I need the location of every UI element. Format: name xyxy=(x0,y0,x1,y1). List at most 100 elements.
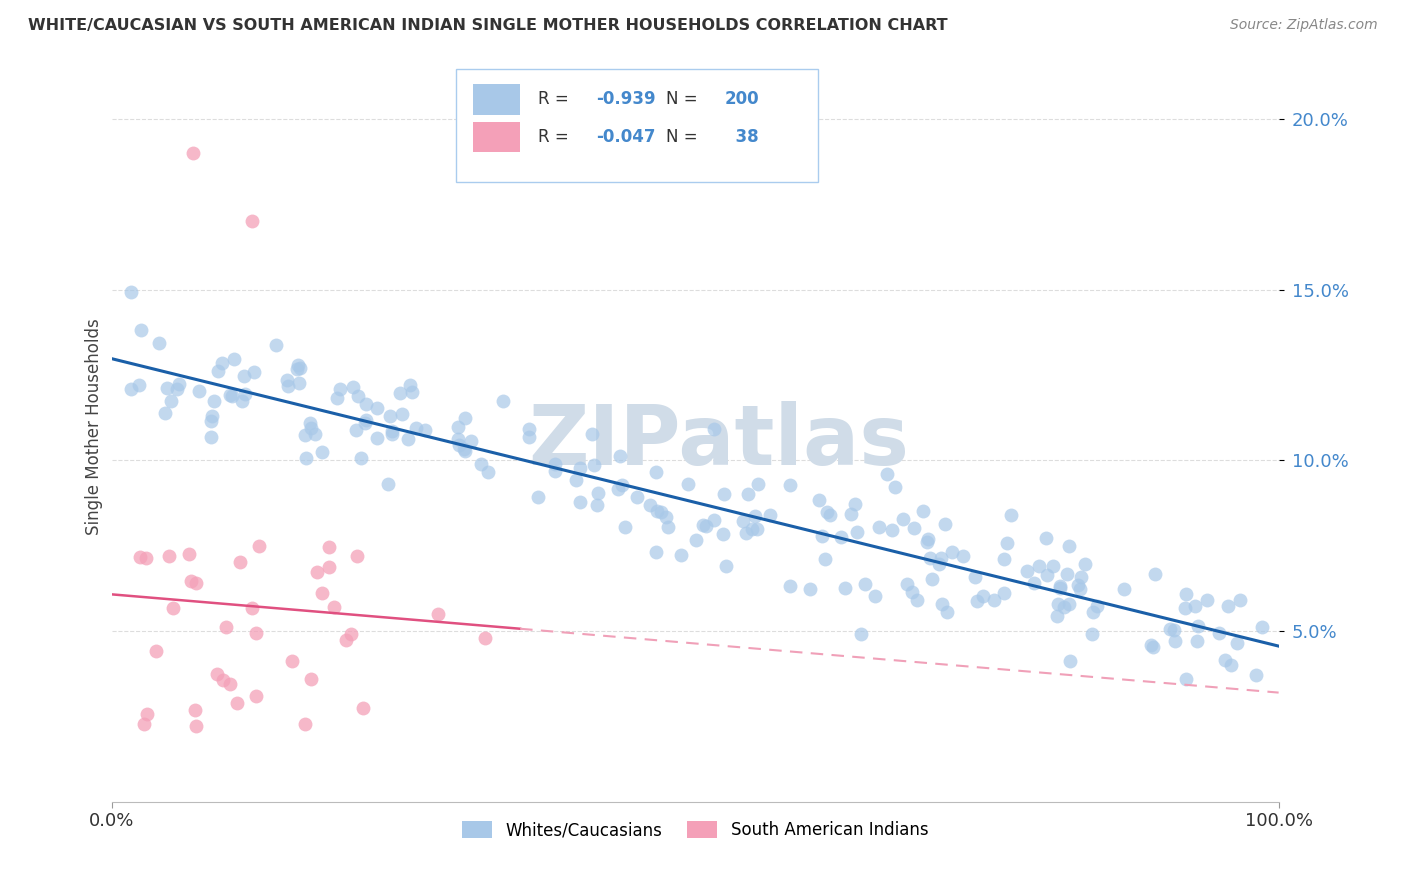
Point xyxy=(1142,640,1164,654)
Point xyxy=(277,379,299,393)
Point xyxy=(846,525,869,540)
Point xyxy=(993,552,1015,566)
Point xyxy=(477,465,499,479)
Point xyxy=(446,432,468,446)
Point xyxy=(983,593,1005,607)
Point xyxy=(1056,567,1078,582)
Point xyxy=(695,518,717,533)
Point xyxy=(148,335,170,350)
Point xyxy=(318,560,340,574)
Point xyxy=(160,394,183,409)
Point xyxy=(346,549,368,564)
Point xyxy=(1208,625,1230,640)
Point xyxy=(808,493,831,508)
Point xyxy=(449,438,471,452)
Point xyxy=(219,677,242,691)
Point xyxy=(581,427,603,442)
Text: N =: N = xyxy=(666,90,703,109)
Point xyxy=(184,703,207,717)
Point xyxy=(366,431,388,445)
Point xyxy=(231,393,253,408)
Text: R =: R = xyxy=(537,128,574,146)
Point xyxy=(1081,627,1104,641)
Point xyxy=(1195,592,1218,607)
Point xyxy=(166,382,188,396)
Point xyxy=(188,384,211,399)
Point xyxy=(1059,654,1081,668)
Point xyxy=(841,507,863,521)
Point xyxy=(650,505,672,519)
Point xyxy=(544,464,567,478)
Point xyxy=(294,717,316,731)
Point xyxy=(614,520,637,534)
Point xyxy=(905,593,928,607)
Point xyxy=(1140,638,1163,652)
Point xyxy=(180,574,202,588)
Point xyxy=(1028,558,1050,573)
Point xyxy=(120,382,142,396)
Point xyxy=(901,585,924,599)
Point xyxy=(167,376,190,391)
Point xyxy=(564,473,586,487)
Point xyxy=(354,396,377,410)
Point xyxy=(305,566,328,580)
Point xyxy=(931,597,953,611)
Point xyxy=(221,389,243,403)
Point xyxy=(844,497,866,511)
Point xyxy=(318,541,340,555)
Point xyxy=(285,362,308,376)
Point xyxy=(396,432,419,446)
Point xyxy=(377,476,399,491)
Point xyxy=(226,696,249,710)
Point xyxy=(1219,658,1241,673)
Point xyxy=(891,512,914,526)
Point xyxy=(460,434,482,449)
Point xyxy=(810,529,832,543)
Point xyxy=(329,382,352,396)
Text: N =: N = xyxy=(666,128,703,146)
Point xyxy=(295,451,318,466)
Point xyxy=(544,457,567,471)
Point xyxy=(342,380,364,394)
Text: Source: ZipAtlas.com: Source: ZipAtlas.com xyxy=(1230,18,1378,32)
Point xyxy=(352,701,374,715)
Point xyxy=(1046,609,1069,624)
Bar xyxy=(474,85,520,114)
Point xyxy=(1218,599,1240,614)
Point xyxy=(868,520,890,534)
Point xyxy=(288,360,311,375)
Point xyxy=(952,549,974,563)
Point xyxy=(966,594,988,608)
Point xyxy=(184,719,207,733)
Point xyxy=(733,515,755,529)
Point xyxy=(779,578,801,592)
Point xyxy=(713,487,735,501)
Point xyxy=(645,503,668,517)
Point xyxy=(936,605,959,619)
Point xyxy=(612,477,634,491)
Point xyxy=(453,442,475,456)
Point xyxy=(583,458,606,473)
Bar xyxy=(474,122,520,152)
Point xyxy=(153,406,176,420)
Point xyxy=(415,423,437,437)
Point xyxy=(747,522,769,536)
Point xyxy=(1184,599,1206,613)
Point xyxy=(995,535,1018,549)
Point xyxy=(389,386,412,401)
Point xyxy=(865,589,887,603)
Legend: Whites/Caucasians, South American Indians: Whites/Caucasians, South American Indian… xyxy=(456,814,935,846)
Point xyxy=(1229,593,1251,607)
Point xyxy=(1049,579,1071,593)
Text: 38: 38 xyxy=(724,128,759,146)
Point xyxy=(644,465,666,479)
Point xyxy=(759,508,782,523)
Point xyxy=(202,394,225,409)
Point xyxy=(918,551,941,566)
Point xyxy=(1164,634,1187,648)
Point xyxy=(366,401,388,416)
Point xyxy=(1163,623,1185,637)
Point xyxy=(201,409,224,423)
Point xyxy=(287,358,309,372)
Point xyxy=(941,545,963,559)
